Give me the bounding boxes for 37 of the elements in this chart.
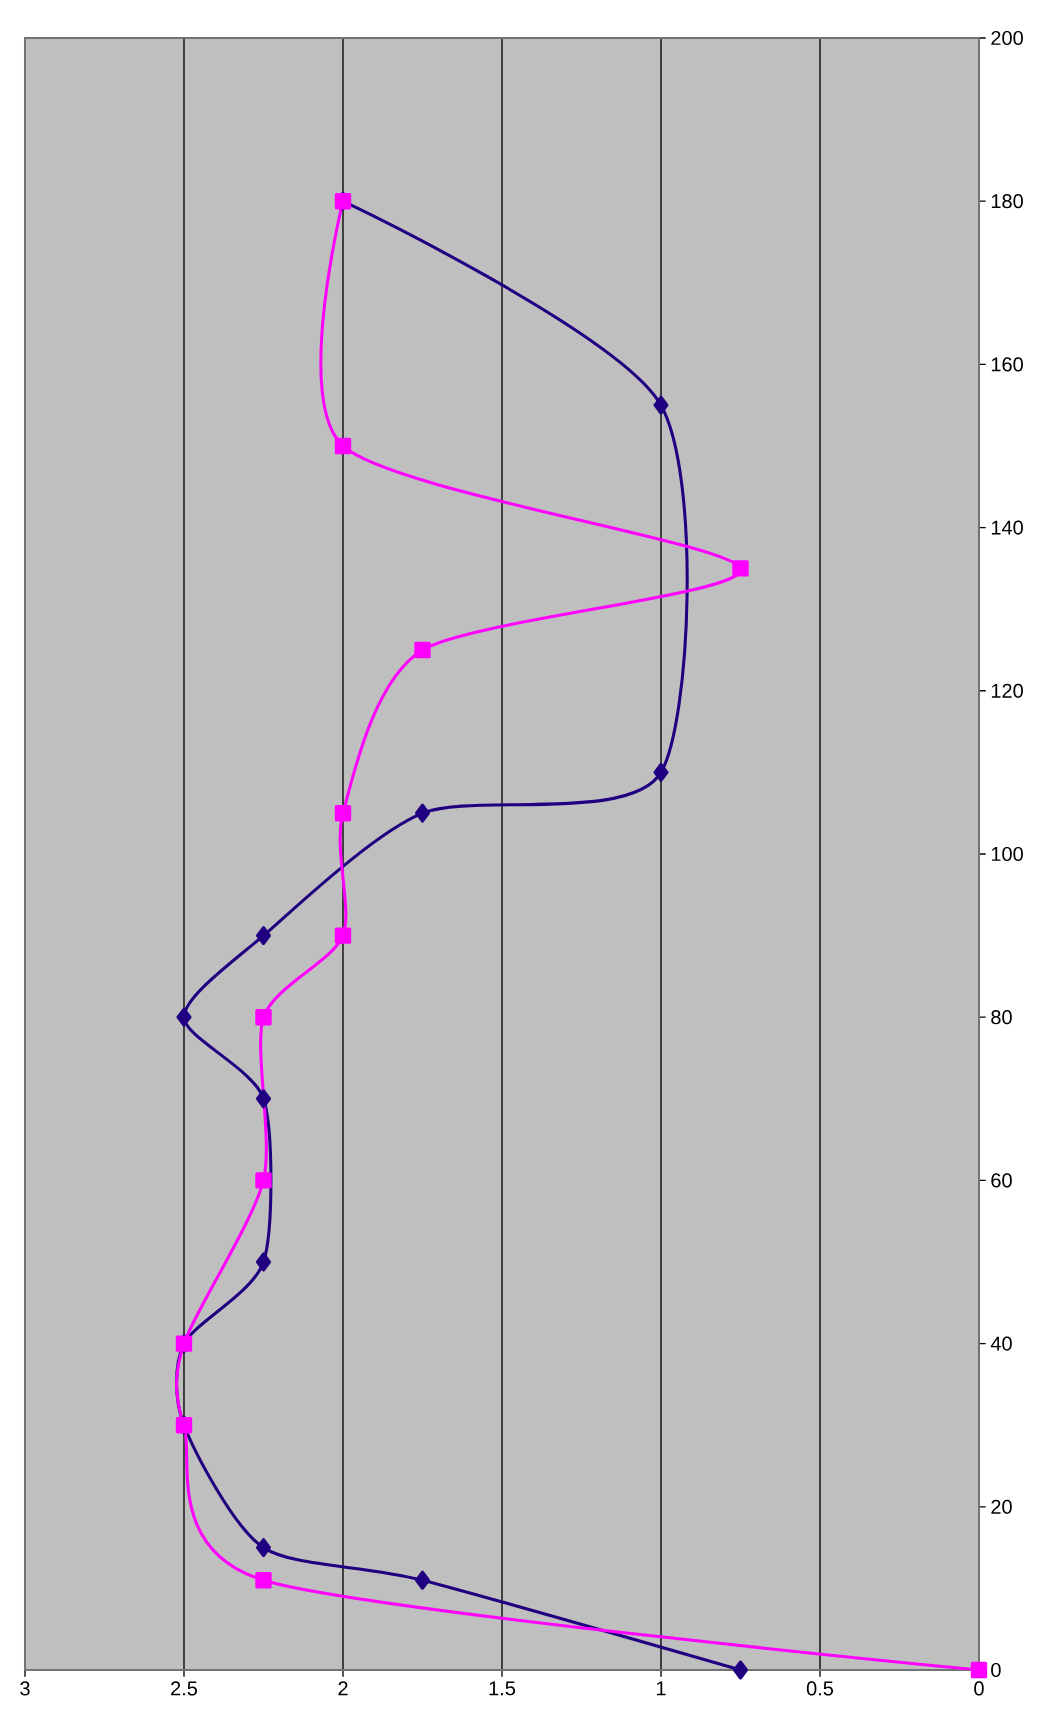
point (334, 437, 352, 455)
point (255, 1089, 272, 1109)
y-tick-label: 120 (991, 683, 1023, 698)
y-tick-label: 60 (991, 1173, 1012, 1188)
x-tick-label: 1 (656, 1681, 666, 1696)
y-tick-label: 40 (990, 1336, 1012, 1351)
point (255, 1172, 272, 1189)
y-tick-label: 160 (991, 357, 1023, 372)
y-tick-label: 0 (991, 1662, 1001, 1678)
point (414, 803, 431, 823)
point (255, 926, 272, 946)
point (653, 762, 669, 782)
point (414, 641, 431, 659)
x-tick-label: 2.5 (171, 1681, 198, 1696)
y-tick-label: 140 (991, 520, 1023, 535)
y-tick-label: 100 (991, 846, 1023, 862)
point (414, 1570, 431, 1590)
point (255, 1538, 272, 1558)
y-tick-label: 20 (991, 1499, 1012, 1514)
y-tick-label: 200 (991, 30, 1023, 46)
point (255, 1008, 272, 1026)
point (334, 804, 352, 822)
point (334, 927, 352, 944)
point (176, 1007, 192, 1027)
y-tick-label: 180 (991, 194, 1023, 209)
point (255, 1252, 272, 1272)
x-tick-label: 0.5 (806, 1681, 834, 1696)
x-tick-label: 0 (974, 1681, 984, 1696)
y-tick-label: 80 (991, 1010, 1012, 1025)
x-tick-label: 1.5 (489, 1681, 516, 1696)
point (732, 560, 749, 577)
point (732, 1660, 749, 1680)
point (653, 395, 669, 415)
point (970, 1661, 988, 1679)
point (255, 1572, 272, 1589)
x-tick-label: 2 (338, 1681, 348, 1696)
x-tick-label: 3 (20, 1681, 30, 1696)
